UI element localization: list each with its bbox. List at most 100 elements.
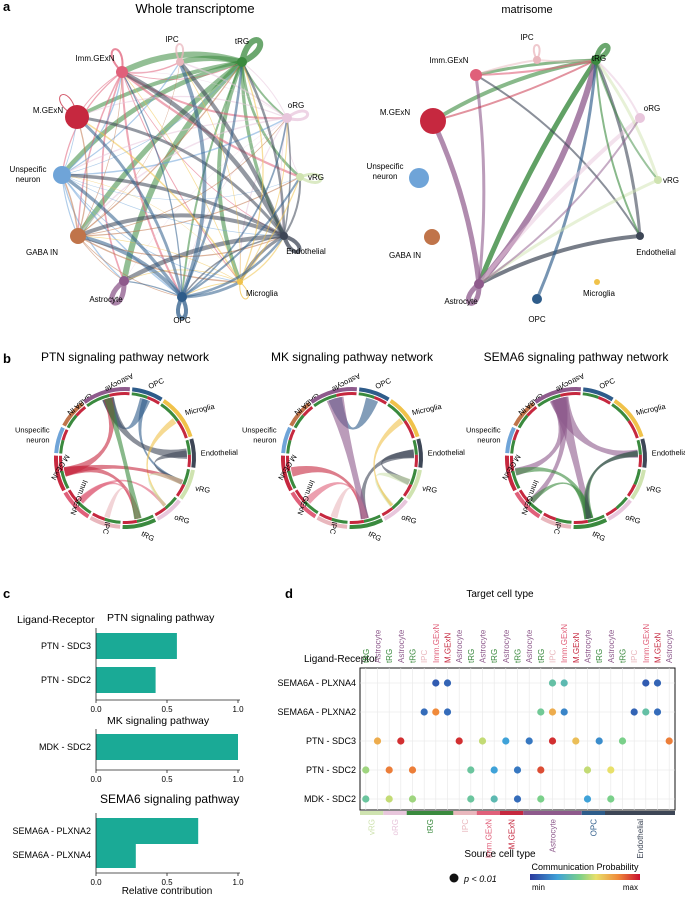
dot-point	[420, 708, 428, 716]
sector-label-endothelial: Endothelial	[652, 448, 685, 458]
sector-inner2-ipc	[319, 512, 333, 521]
sector-label-unspecific-neuron-2: neuron	[253, 435, 276, 444]
sector-inner-imm-gexn	[76, 500, 92, 514]
dot-point	[665, 737, 673, 745]
edge-endothelial-to-m-gexn	[76, 115, 286, 237]
edge-endothelial-to-imm-gexn	[120, 70, 287, 238]
sector-inner-microglia	[387, 403, 406, 422]
sector-vrg	[406, 469, 422, 500]
sector-inner-ipc	[331, 517, 348, 524]
sector-label-org: oRG	[400, 513, 418, 526]
edge-opc-to-astrocyte	[123, 280, 183, 298]
legend-color-title: Communication Probability	[531, 862, 639, 872]
sector-label-unspecific-neuron: Unspecific	[466, 425, 501, 434]
source-band-m-gexn	[500, 811, 524, 815]
dot-point	[537, 795, 545, 803]
sector-microglia	[389, 399, 420, 438]
node-imm-gexn	[116, 66, 128, 78]
sector-astrocyte	[83, 387, 130, 404]
dot-col-label-astrocyte: Astrocyte	[665, 629, 674, 663]
node-m-gexn	[65, 105, 89, 129]
edge-microglia-to-trg	[239, 61, 264, 283]
node-astrocyte	[119, 276, 129, 286]
edges	[430, 42, 660, 306]
chord-sema6-title: SEMA6 signaling pathway network	[484, 350, 670, 364]
sector-org	[383, 499, 408, 521]
sector-inner2-ipc	[92, 512, 106, 521]
dot-col-label-trg: tRG	[467, 649, 476, 663]
panel-letter-d: d	[285, 586, 293, 601]
dot-col-label-astrocyte: Astrocyte	[455, 629, 464, 663]
edge-gaba-in-to-vrg	[77, 176, 301, 237]
chord-mk-title: MK signaling pathway network	[271, 350, 434, 364]
sector-inner-unspecific-neuron	[286, 439, 292, 454]
dot-point	[595, 737, 603, 745]
dot-col-label-imm-gexn: Imm.GExN	[560, 624, 569, 663]
node-label-gaba-in: GABA IN	[389, 251, 421, 260]
sector-inner-astrocyte	[537, 394, 561, 407]
dot-col-label-trg: tRG	[385, 649, 394, 663]
edge-trg-to-vrg	[595, 59, 659, 181]
sector-label-unspecific-neuron: Unspecific	[15, 425, 50, 434]
node-label-microglia: Microglia	[246, 289, 279, 298]
bar-tick-label-0: 0.5	[161, 705, 173, 714]
self-loop-opc	[175, 296, 189, 320]
sector-trg	[122, 518, 157, 530]
sector-inner-gaba-in	[517, 414, 529, 429]
dot-point	[362, 766, 370, 774]
self-loop-trg	[239, 37, 264, 65]
node-ipc	[533, 56, 541, 64]
node-label-gaba-in: GABA IN	[26, 248, 58, 257]
source-band-vrg	[360, 811, 384, 815]
bar-charts: PTN - SDC3 PTN - SDC2 0.0 0.5 1.0 MDK - SDC2 0…	[12, 628, 244, 887]
edge-org-to-astrocyte	[123, 117, 288, 282]
ribbon-endothelial-to-vrg	[381, 449, 414, 485]
source-band-astrocyte	[523, 811, 582, 815]
sector-label-unspecific-neuron: Unspecific	[242, 425, 277, 434]
self-loop-microglia	[239, 281, 249, 300]
ribbon-vrg-to-org	[148, 472, 184, 507]
dot-point	[642, 679, 650, 687]
sector-label-vrg: vRG	[646, 484, 662, 495]
sector-inner-gaba-in	[66, 414, 78, 429]
edge-org-to-trg	[241, 61, 288, 119]
bar-ptn-sdc3	[96, 633, 177, 659]
dot-col-label-astrocyte: Astrocyte	[525, 629, 534, 663]
bar-mk-title: MK signaling pathway	[107, 715, 210, 727]
dot-row-label-sema6a-plxna4: SEMA6A - PLXNA4	[277, 678, 356, 688]
sector-inner-astrocyte	[86, 394, 110, 407]
sector-inner2-astrocyte	[336, 392, 357, 397]
bar-tick-label-0: 0.0	[90, 705, 102, 714]
node-label-m-gexn: M.GExN	[33, 106, 63, 115]
node-gaba-in	[70, 228, 86, 244]
sector-inner2-vrg	[403, 483, 413, 497]
sector-label-microglia: Microglia	[411, 402, 443, 418]
dot-col-label-ipc: IPC	[549, 649, 558, 663]
edge-gaba-in-to-imm-gexn	[77, 71, 123, 237]
sector-label-endothelial: Endothelial	[201, 448, 239, 458]
dot-point	[432, 679, 440, 687]
sector-inner2-org	[381, 507, 394, 517]
dot-point	[443, 679, 452, 687]
source-label-trg: tRG	[426, 819, 435, 833]
sector-inner2-gaba-in	[302, 406, 314, 417]
source-band-org	[383, 811, 407, 815]
sector-label-trg: tRG	[591, 529, 607, 543]
sector-inner2-gaba-in	[526, 406, 538, 417]
dot-row-label-mdk-sdc2: MDK - SDC2	[304, 794, 356, 804]
sector-opc	[583, 387, 614, 402]
node-label-endothelial: Endothelial	[286, 247, 326, 256]
ribbons	[63, 397, 188, 520]
sector-label-vrg: vRG	[422, 484, 438, 495]
dot-col-label-imm-gexn: Imm.GExN	[432, 624, 441, 663]
sector-inner2-endothelial	[638, 454, 642, 468]
self-loop-astrocyte	[109, 279, 127, 306]
dot-point	[478, 737, 487, 745]
sector-unspecific-neuron	[54, 426, 65, 454]
dot-point	[385, 795, 393, 803]
legend-size-dot	[449, 873, 459, 883]
dot-source-label: Source cell type	[464, 849, 536, 860]
sector-inner-m-gexn	[60, 470, 70, 489]
dot-col-label-trg: tRG	[409, 649, 418, 663]
sector-inner2-m-gexn	[285, 455, 291, 472]
